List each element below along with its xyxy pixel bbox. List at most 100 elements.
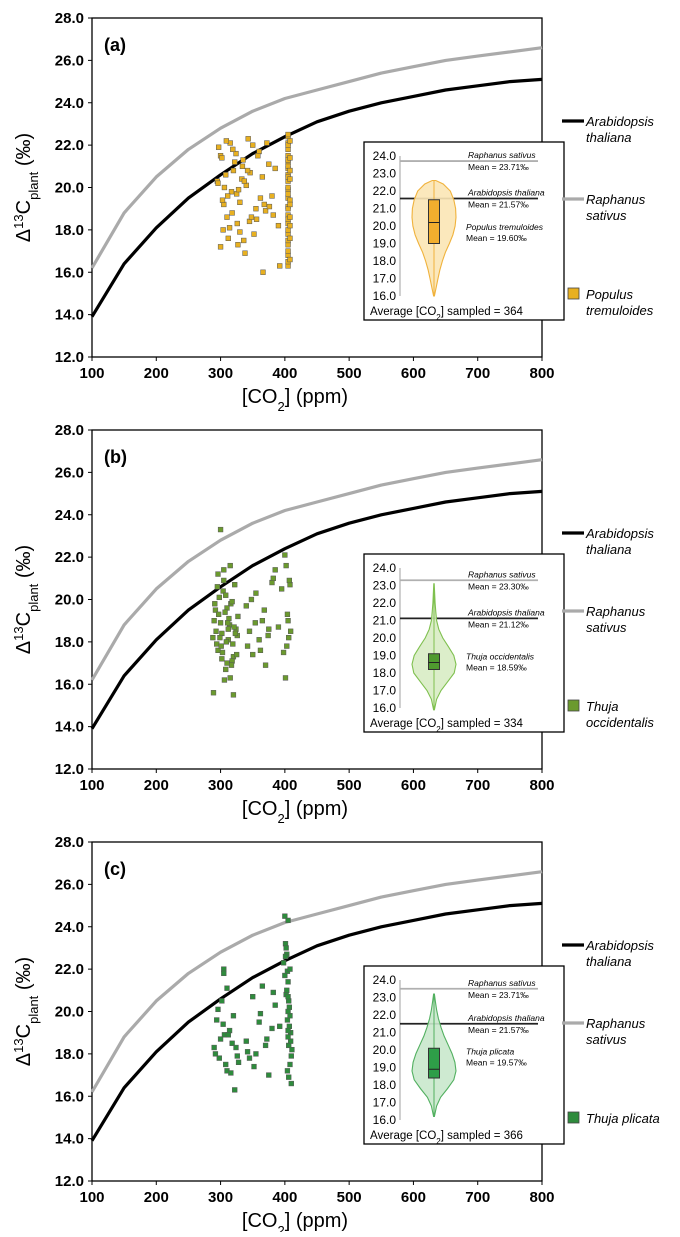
reference-mean-label: Mean = 21.57‰: [468, 1025, 529, 1035]
series-line: [90, 46, 543, 269]
legend-label: Thuja plicata: [586, 1111, 660, 1126]
reference-species-label: Raphanus sativus: [468, 978, 536, 988]
scatter-point: [259, 618, 266, 624]
scatter-point: [262, 662, 269, 668]
scatter-point: [241, 237, 247, 244]
legend-label: Raphanus: [586, 1016, 646, 1031]
violin-box: [428, 199, 440, 244]
scatter-point: [287, 235, 293, 241]
y-tick-label: 20.0: [55, 1004, 84, 1021]
scatter-point: [285, 618, 291, 624]
scatter-point: [243, 1038, 249, 1044]
scatter-point: [256, 637, 262, 643]
scatter-point: [285, 994, 291, 1000]
scatter-point: [216, 1055, 222, 1061]
legend-label-line2: thaliana: [586, 542, 632, 557]
x-tick-label: 800: [529, 777, 554, 794]
scatter-point: [230, 146, 236, 153]
scatter-point: [250, 994, 256, 1000]
series-line: [90, 870, 543, 1093]
scatter-point: [282, 953, 289, 960]
scatter-point: [245, 136, 251, 142]
scatter-point: [211, 618, 217, 624]
x-tick-label: 200: [144, 365, 169, 382]
scatter-point: [260, 269, 266, 275]
scatter-point: [272, 165, 278, 172]
series-line: [90, 901, 543, 1142]
scatter-point: [228, 662, 235, 668]
scatter-point: [217, 526, 224, 533]
scatter-point: [212, 1051, 219, 1057]
y-tick-label: 14.0: [55, 1131, 84, 1148]
scatter-point: [269, 193, 275, 199]
x-axis-label: [CO2] (ppm): [242, 798, 348, 826]
y-axis-label: Δ13Cplant (‰): [11, 545, 41, 654]
scatter-point: [225, 626, 231, 632]
violin-box: [428, 653, 440, 670]
x-tick-label: 400: [272, 365, 297, 382]
reference-species-label: Arabidopsis thaliana: [467, 607, 545, 617]
scatter-point: [230, 692, 237, 698]
scatter-point: [215, 571, 221, 577]
scatter-point: [284, 611, 291, 617]
scatter-point: [210, 634, 216, 641]
x-tick-label: 600: [401, 1189, 426, 1206]
y-tick-label: 12.0: [55, 349, 84, 366]
legend-label-line2: sativus: [586, 208, 627, 223]
x-tick-label: 700: [465, 1189, 490, 1206]
scatter-point: [239, 163, 246, 169]
scatter-point: [283, 945, 289, 951]
inset-y-tick-label: 21.0: [373, 614, 397, 628]
scatter-point: [282, 552, 288, 558]
scatter-point: [286, 634, 292, 641]
inset-y-tick-label: 24.0: [373, 561, 397, 575]
y-tick-label: 12.0: [55, 761, 84, 778]
y-axis-label: Δ13Cplant (‰): [11, 957, 41, 1066]
legend-label: Populus: [586, 287, 633, 302]
legend-label-line2: thaliana: [586, 954, 632, 969]
x-axis-label: [CO2] (ppm): [242, 1210, 348, 1232]
scatter-point: [251, 1063, 257, 1070]
y-tick-label: 22.0: [55, 137, 84, 154]
scatter-point: [265, 632, 271, 639]
inset-frame: [363, 141, 565, 321]
series-line: [90, 489, 543, 730]
x-tick-label: 300: [208, 365, 233, 382]
scatter-point: [280, 649, 287, 656]
scatter-point: [220, 227, 226, 233]
x-tick-label: 600: [401, 365, 426, 382]
scatter-point: [287, 138, 293, 144]
scatter-point: [221, 577, 227, 584]
violin-mean-label: Mean = 18.59‰: [466, 663, 527, 673]
x-tick-label: 600: [401, 777, 426, 794]
violin-species-label: Populus tremuloides: [466, 222, 544, 232]
scatter-point: [224, 193, 231, 199]
scatter-point: [215, 1006, 221, 1013]
scatter-point: [285, 248, 291, 254]
legend-label-line2: occidentalis: [586, 715, 654, 730]
scatter-point: [223, 1061, 229, 1068]
scatter-point: [227, 675, 233, 681]
scatter-point: [224, 620, 231, 626]
scatter-point: [275, 624, 282, 630]
inset-y-tick-label: 19.0: [373, 237, 397, 251]
x-tick-label: 400: [272, 1189, 297, 1206]
scatter-point: [285, 917, 291, 924]
scatter-point: [244, 167, 251, 174]
scatter-point: [251, 231, 257, 237]
scatter-point: [217, 634, 223, 641]
scatter-point: [259, 983, 266, 989]
reference-mean-label: Mean = 21.12‰: [468, 619, 529, 629]
scatter-point: [269, 1025, 275, 1032]
y-axis-label: Δ13Cplant (‰): [11, 133, 41, 242]
scatter-point: [256, 1019, 262, 1025]
x-tick-label: 500: [337, 365, 362, 382]
scatter-point: [228, 189, 235, 195]
scatter-point: [233, 651, 240, 658]
scatter-point: [287, 1061, 293, 1068]
scatter-point: [286, 577, 293, 584]
scatter-point: [287, 222, 293, 229]
scatter-point: [229, 210, 235, 216]
scatter-point: [284, 1068, 291, 1074]
scatter-point: [287, 966, 293, 972]
